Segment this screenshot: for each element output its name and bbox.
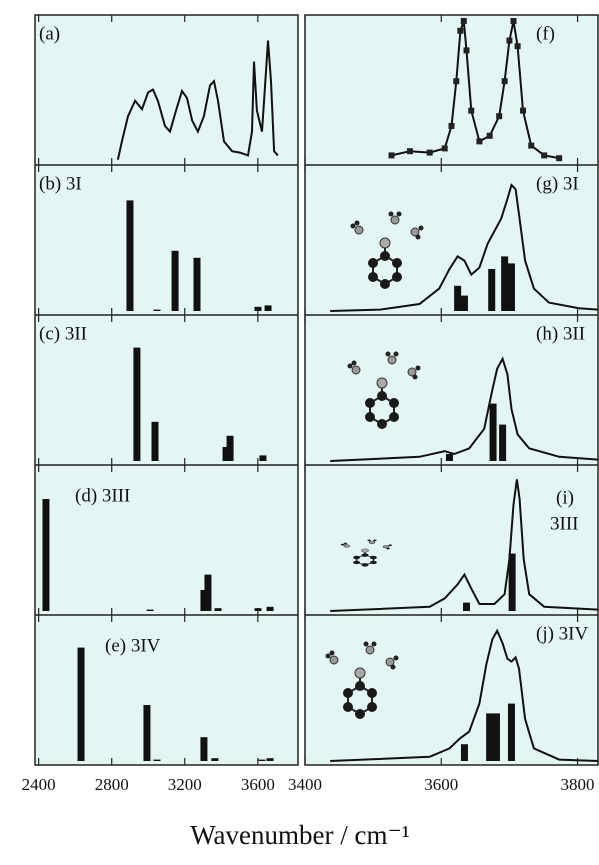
data-point [427,150,433,156]
data-point [463,47,469,53]
stick [486,713,493,761]
stick [265,305,272,311]
stick [255,608,262,611]
stick [78,648,85,761]
data-point [528,143,534,149]
data-point [487,133,493,139]
x-tick-label: 3600 [424,775,458,794]
data-point [461,18,467,24]
stick [211,758,218,761]
panel-label: 3III [550,513,578,534]
stick [215,608,222,611]
x-tick-label: 3400 [288,775,322,794]
data-point [389,152,395,158]
panel-label: (b) 3I [39,173,82,194]
stick [204,575,211,611]
data-point [520,108,526,114]
stick [461,296,468,311]
stick [267,758,274,761]
x-tick-label: 3600 [241,775,275,794]
stick [194,258,201,311]
data-point [407,148,413,154]
stick [508,704,515,761]
x-tick-label: 2800 [95,775,129,794]
stick [461,744,468,761]
data-point [496,113,502,119]
data-point [506,38,512,44]
data-point [457,28,463,34]
stick [151,422,158,461]
x-tick-label: 2400 [22,775,56,794]
stick [488,269,495,311]
data-point [556,155,562,161]
panel-label: (g) 3I [536,173,579,194]
panel-label: (d) 3III [75,485,130,506]
panel-label: (f) [536,23,555,44]
stick [508,263,515,311]
stick [42,499,49,611]
data-point [442,145,448,151]
stick [259,760,266,761]
data-point [502,78,508,84]
stick [154,310,161,311]
data-point [476,138,482,144]
data-point [449,123,455,129]
stick [200,737,207,761]
stick [154,760,161,761]
stick [499,425,506,461]
stick [463,603,470,611]
figure: Wavenumber / cm⁻¹ 2400 2800 3200 3600 (a) (b)… [0,0,599,865]
data-point [511,18,517,24]
stick [255,307,262,311]
data-point [453,78,459,84]
panel-label: (i) [556,487,574,508]
stick [501,256,508,311]
stick [147,610,154,611]
panel-label: (h) 3II [536,323,585,344]
stick [454,286,461,311]
panel-label: (e) 3IV [105,635,161,656]
stick [493,713,500,761]
panel-label: (a) [39,23,60,44]
stick [490,404,497,461]
stick [259,455,266,461]
stick [227,436,234,461]
stick [133,348,140,461]
stick [267,607,274,611]
stick [172,251,179,311]
data-point [515,43,521,49]
stick [126,200,133,311]
panel-label: (j) 3IV [536,623,589,644]
stick [446,454,453,461]
x-tick-label: 3200 [168,775,202,794]
panel-label: (c) 3II [39,323,87,344]
x-tick-label: 3800 [561,775,595,794]
data-point [541,152,547,158]
data-point [468,108,474,114]
stick [143,705,150,761]
x-axis-label: Wavenumber / cm⁻¹ [190,820,410,850]
